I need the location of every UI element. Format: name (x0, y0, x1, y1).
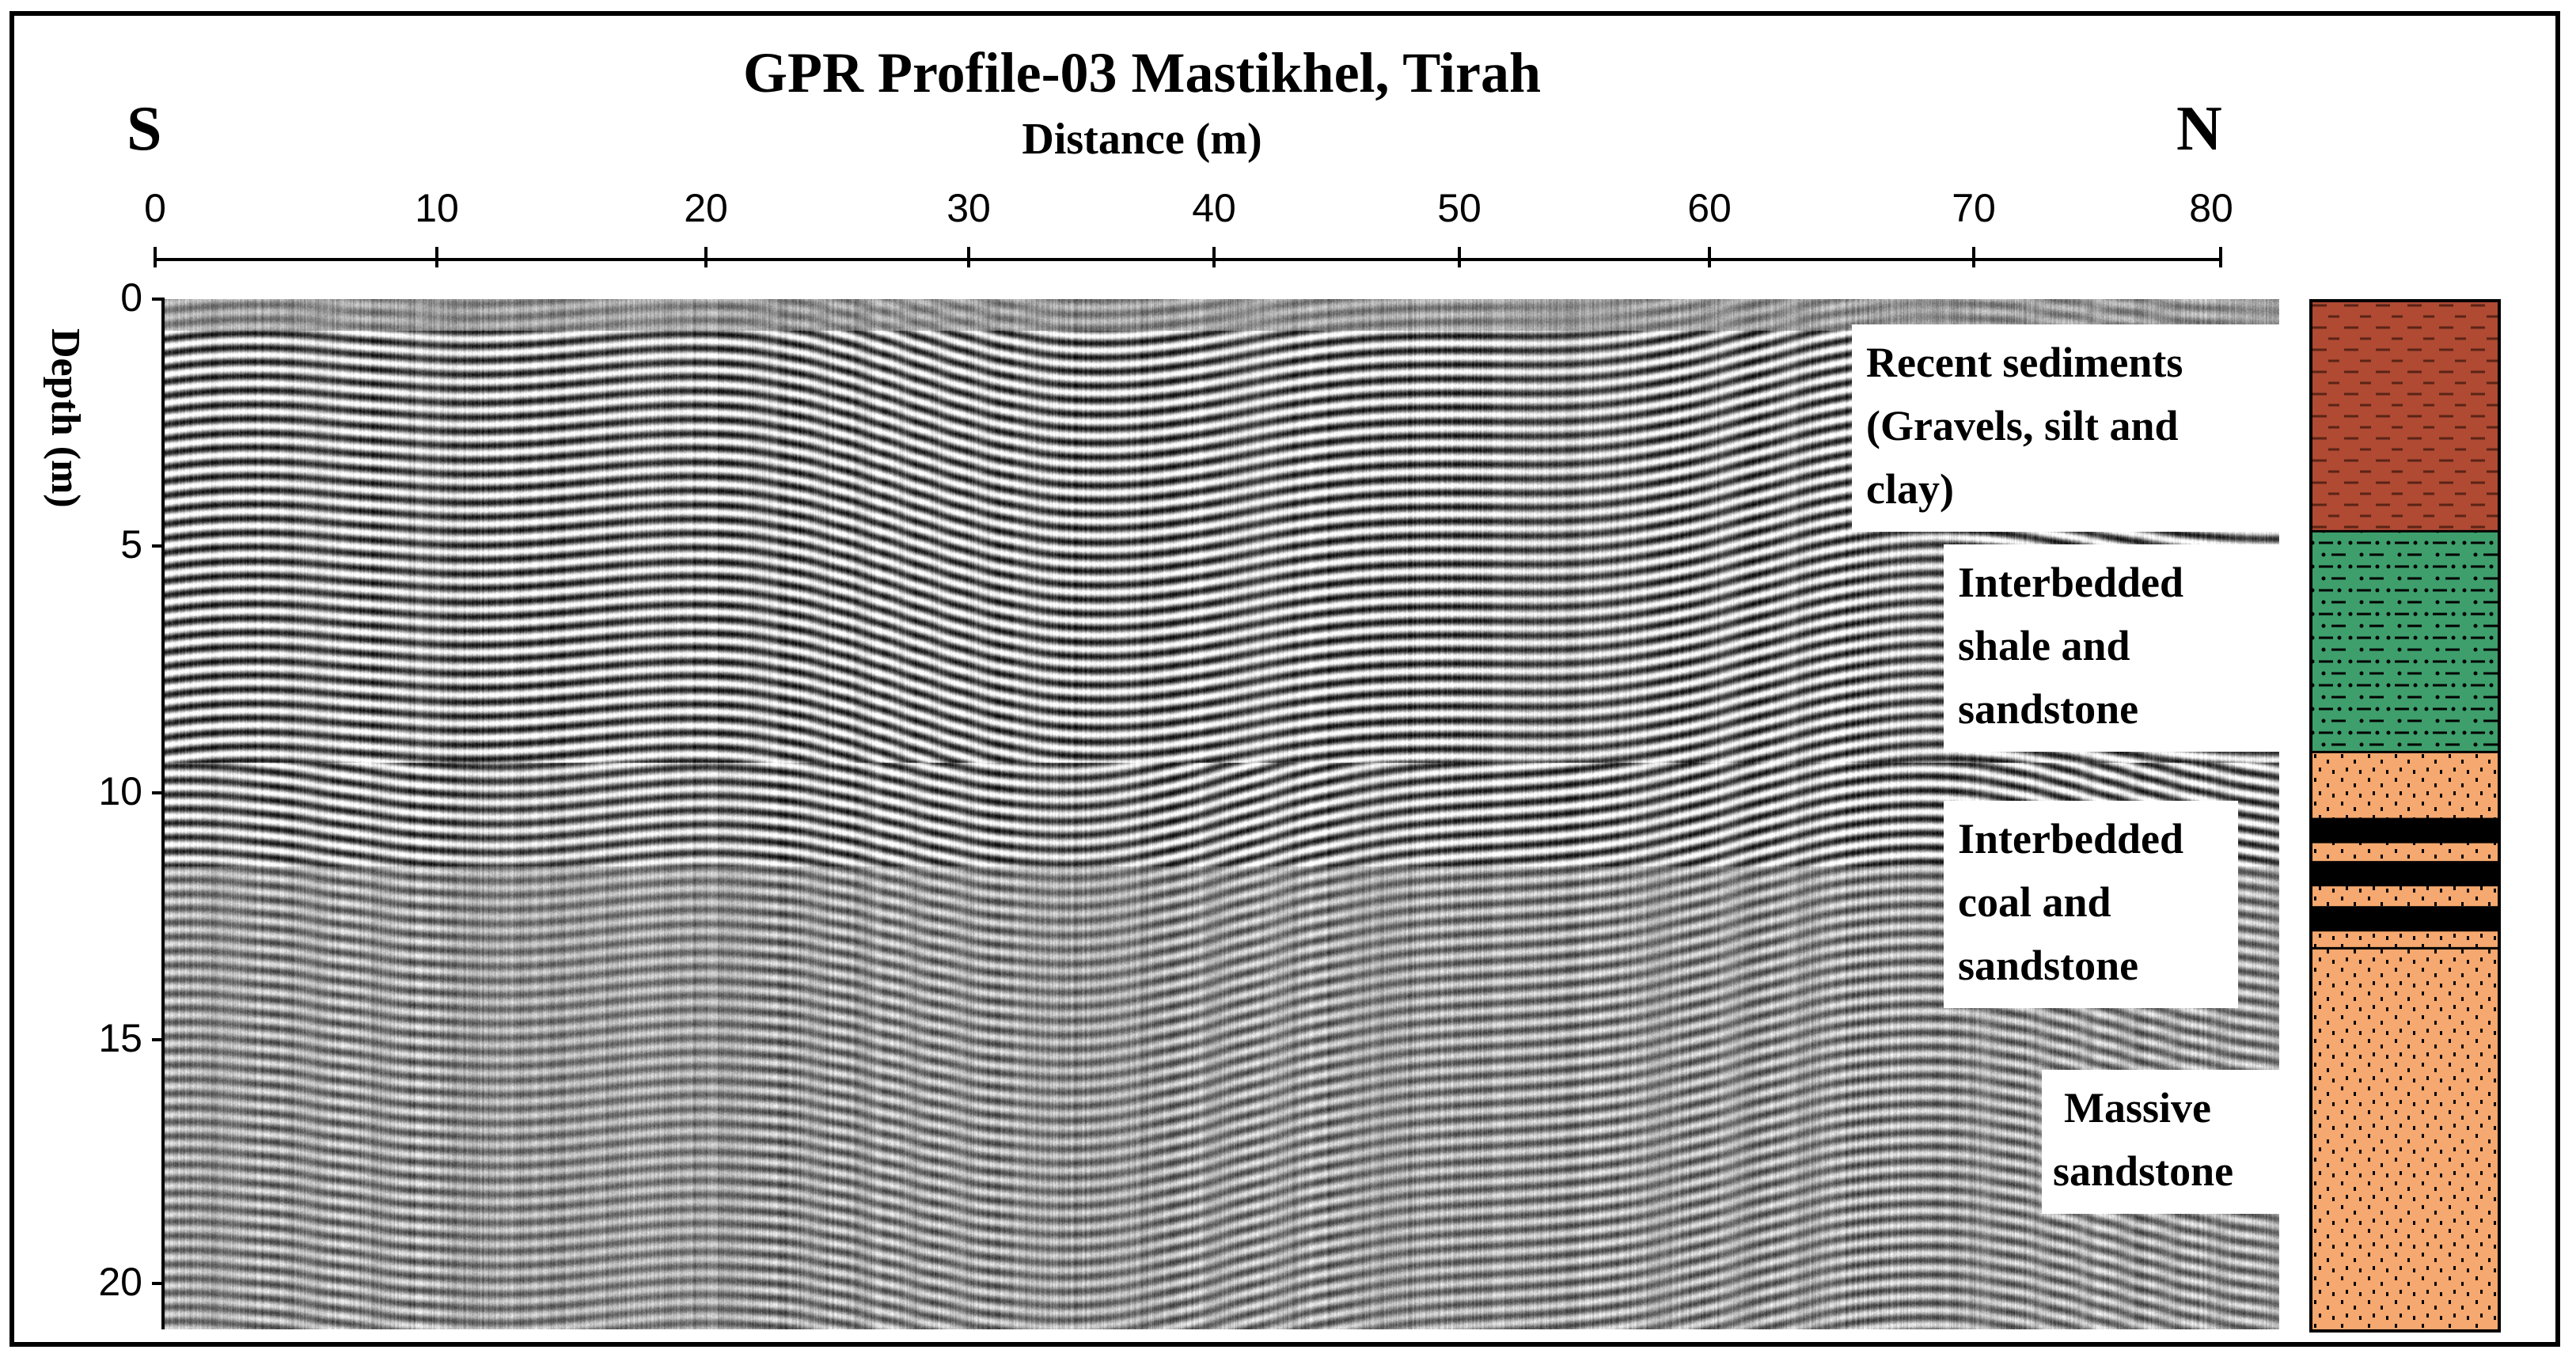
layer-label-shale-sandstone: Interbedded shale and sandstone (1944, 544, 2309, 752)
column-layer-pattern (2311, 531, 2499, 753)
layer-label-massive-sandstone: Massive sandstone (2042, 1070, 2284, 1214)
x-tick-label: 80 (2189, 186, 2233, 230)
x-axis-label: Distance (m) (1022, 115, 1262, 164)
x-axis-line (154, 247, 2222, 267)
coal-seam (2311, 906, 2499, 932)
y-axis-line (152, 298, 165, 1329)
column-outline (2309, 299, 2501, 1333)
y-tick-label: 15 (98, 1016, 142, 1060)
x-tick-label: 40 (1192, 186, 1236, 230)
layer-label-line: Recent sediments (1866, 339, 2183, 386)
layer-label-line: Interbedded (1958, 815, 2184, 862)
layer-label-recent-sediments: Recent sediments (Gravels, silt and clay… (1852, 324, 2309, 532)
layer-label-line: Interbedded (1958, 559, 2184, 606)
layer-label-coal-sandstone: Interbedded coal and sandstone (1944, 801, 2238, 1008)
layer-label-line: shale and (1958, 622, 2130, 669)
layer-label-line: coal and (1958, 878, 2111, 926)
direction-north-label: N (2176, 94, 2222, 164)
layer-label-line: sandstone (2053, 1147, 2234, 1195)
coal-seam (2311, 817, 2499, 844)
y-tick-label: 20 (98, 1260, 142, 1304)
x-tick-label: 70 (1952, 186, 1996, 230)
column-layer-pattern (2311, 301, 2499, 532)
y-tick-label: 5 (120, 522, 142, 567)
x-tick-label: 60 (1687, 186, 1732, 230)
stratigraphic-column (2309, 299, 2501, 1333)
layer-label-line: clay) (1866, 465, 1954, 513)
layer-label-line: sandstone (1958, 685, 2139, 733)
direction-south-label: S (127, 94, 162, 164)
coal-seam (2311, 861, 2499, 887)
x-tick-label: 10 (415, 186, 459, 230)
x-tick-label: 0 (144, 186, 166, 230)
column-layer-pattern (2311, 948, 2499, 1331)
x-tick-label: 20 (684, 186, 728, 230)
x-tick-label: 30 (947, 186, 991, 230)
layer-label-line: (Gravels, silt and (1866, 402, 2179, 449)
layer-label-line: Massive (2064, 1084, 2211, 1132)
y-tick-label: 10 (98, 769, 142, 813)
layer-label-line: sandstone (1958, 942, 2139, 989)
x-tick-label: 50 (1437, 186, 1481, 230)
figure-title: GPR Profile-03 Mastikhel, Tirah (743, 41, 1541, 104)
y-tick-label: 0 (120, 275, 142, 320)
